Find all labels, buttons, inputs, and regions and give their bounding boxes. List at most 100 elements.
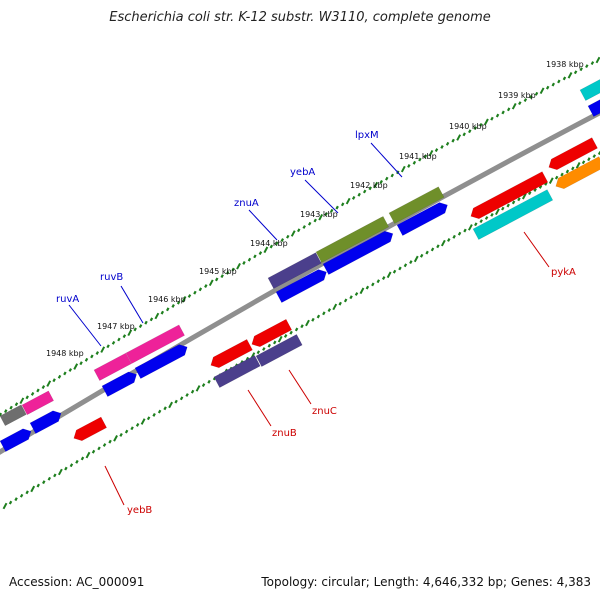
- gene-feature[interactable]: [29, 408, 64, 434]
- major-tick: [456, 134, 462, 141]
- minor-tick: [9, 405, 13, 410]
- major-tick: [30, 485, 36, 493]
- gene-feature[interactable]: [553, 156, 600, 192]
- major-tick: [373, 181, 379, 189]
- minor-tick: [300, 324, 304, 329]
- major-tick: [567, 72, 573, 79]
- gene-label-yebB[interactable]: yebB: [127, 505, 152, 516]
- minor-tick: [166, 307, 170, 312]
- minor-tick: [0, 412, 3, 417]
- gene-label-ruvB[interactable]: ruvB: [100, 272, 123, 283]
- major-tick: [100, 346, 106, 353]
- minor-tick: [283, 334, 288, 338]
- gene-feature[interactable]: [267, 252, 322, 289]
- minor-tick: [176, 300, 181, 305]
- minor-tick: [534, 91, 539, 96]
- gene-feature[interactable]: [579, 75, 600, 101]
- gene-feature[interactable]: [0, 426, 34, 452]
- major-tick: [46, 380, 52, 387]
- minor-tick: [468, 129, 472, 134]
- minor-tick: [324, 212, 328, 216]
- minor-tick: [149, 317, 154, 322]
- kbp-label: 1938 kbp: [546, 60, 584, 69]
- minor-tick: [47, 476, 52, 481]
- major-tick: [140, 418, 146, 425]
- minor-tick: [124, 429, 129, 434]
- major-tick: [57, 468, 63, 476]
- minor-tick: [122, 334, 127, 339]
- gene-feature[interactable]: [21, 390, 54, 416]
- gene-feature[interactable]: [249, 318, 293, 349]
- gene-feature[interactable]: [71, 416, 107, 444]
- minor-tick: [590, 61, 595, 65]
- gene-feature[interactable]: [587, 94, 600, 117]
- kbp-label: 1942 kbp: [350, 181, 388, 190]
- minor-tick: [69, 463, 74, 468]
- gene-feature[interactable]: [388, 186, 445, 224]
- minor-tick: [371, 282, 375, 287]
- major-tick: [208, 279, 214, 287]
- major-tick: [154, 312, 160, 320]
- minor-tick: [262, 347, 266, 351]
- minor-tick: [247, 257, 252, 262]
- minor-tick: [36, 483, 40, 488]
- minor-tick: [242, 261, 246, 265]
- gene-feature[interactable]: [322, 228, 396, 275]
- minor-tick: [84, 357, 89, 362]
- major-tick: [181, 296, 187, 303]
- minor-tick: [130, 426, 134, 431]
- kbp-label: 1945 kbp: [199, 267, 237, 276]
- reverse-strand-features: [71, 137, 600, 444]
- minor-tick: [152, 412, 156, 417]
- minor-tick: [64, 466, 68, 471]
- gene-feature[interactable]: [134, 342, 190, 379]
- major-tick: [168, 401, 174, 409]
- gene-feature[interactable]: [125, 324, 185, 364]
- minor-tick: [501, 110, 505, 115]
- minor-tick: [269, 244, 274, 249]
- minor-tick: [418, 157, 422, 162]
- gene-label-znuA[interactable]: znuA: [234, 198, 259, 209]
- gene-feature[interactable]: [0, 404, 27, 427]
- minor-tick: [41, 385, 46, 389]
- minor-tick: [473, 126, 478, 131]
- minor-tick: [258, 251, 263, 256]
- gene-label-yebA[interactable]: yebA: [290, 167, 315, 178]
- gene-feature[interactable]: [208, 339, 253, 370]
- gene-feature[interactable]: [101, 369, 139, 397]
- gene-feature[interactable]: [93, 352, 132, 381]
- topology-summary: Topology: circular; Length: 4,646,332 bp…: [261, 575, 591, 589]
- gene-feature[interactable]: [255, 334, 303, 367]
- gene-label-znuB[interactable]: znuB: [272, 428, 297, 439]
- minor-tick: [190, 389, 195, 394]
- gene-feature[interactable]: [546, 137, 598, 173]
- major-tick: [318, 213, 324, 221]
- minor-tick: [340, 202, 345, 207]
- gene-feature[interactable]: [472, 189, 554, 240]
- minor-tick: [253, 254, 257, 259]
- minor-tick: [440, 145, 444, 149]
- minor-tick: [517, 197, 521, 202]
- gene-label-pykA[interactable]: pykA: [551, 267, 576, 278]
- minor-tick: [557, 79, 561, 84]
- gene-feature[interactable]: [396, 200, 450, 236]
- gene-feature[interactable]: [315, 215, 390, 263]
- minor-tick: [490, 212, 494, 217]
- gene-feature[interactable]: [468, 171, 549, 222]
- minor-tick: [338, 301, 342, 306]
- minor-tick: [91, 449, 96, 454]
- gene-label-ruvA[interactable]: ruvA: [56, 294, 79, 305]
- minor-tick: [474, 222, 478, 227]
- major-tick: [277, 335, 283, 343]
- gene-label-znuC[interactable]: znuC: [312, 406, 337, 417]
- minor-tick: [231, 267, 235, 272]
- minor-tick: [14, 497, 18, 502]
- gene-label-lpxM[interactable]: lpxM: [355, 130, 379, 141]
- minor-tick: [171, 304, 175, 308]
- minor-tick: [185, 393, 189, 397]
- gene-feature[interactable]: [213, 355, 261, 388]
- minor-tick: [179, 396, 184, 401]
- minor-tick: [95, 351, 100, 355]
- gene-feature[interactable]: [275, 267, 329, 303]
- minor-tick: [19, 493, 24, 498]
